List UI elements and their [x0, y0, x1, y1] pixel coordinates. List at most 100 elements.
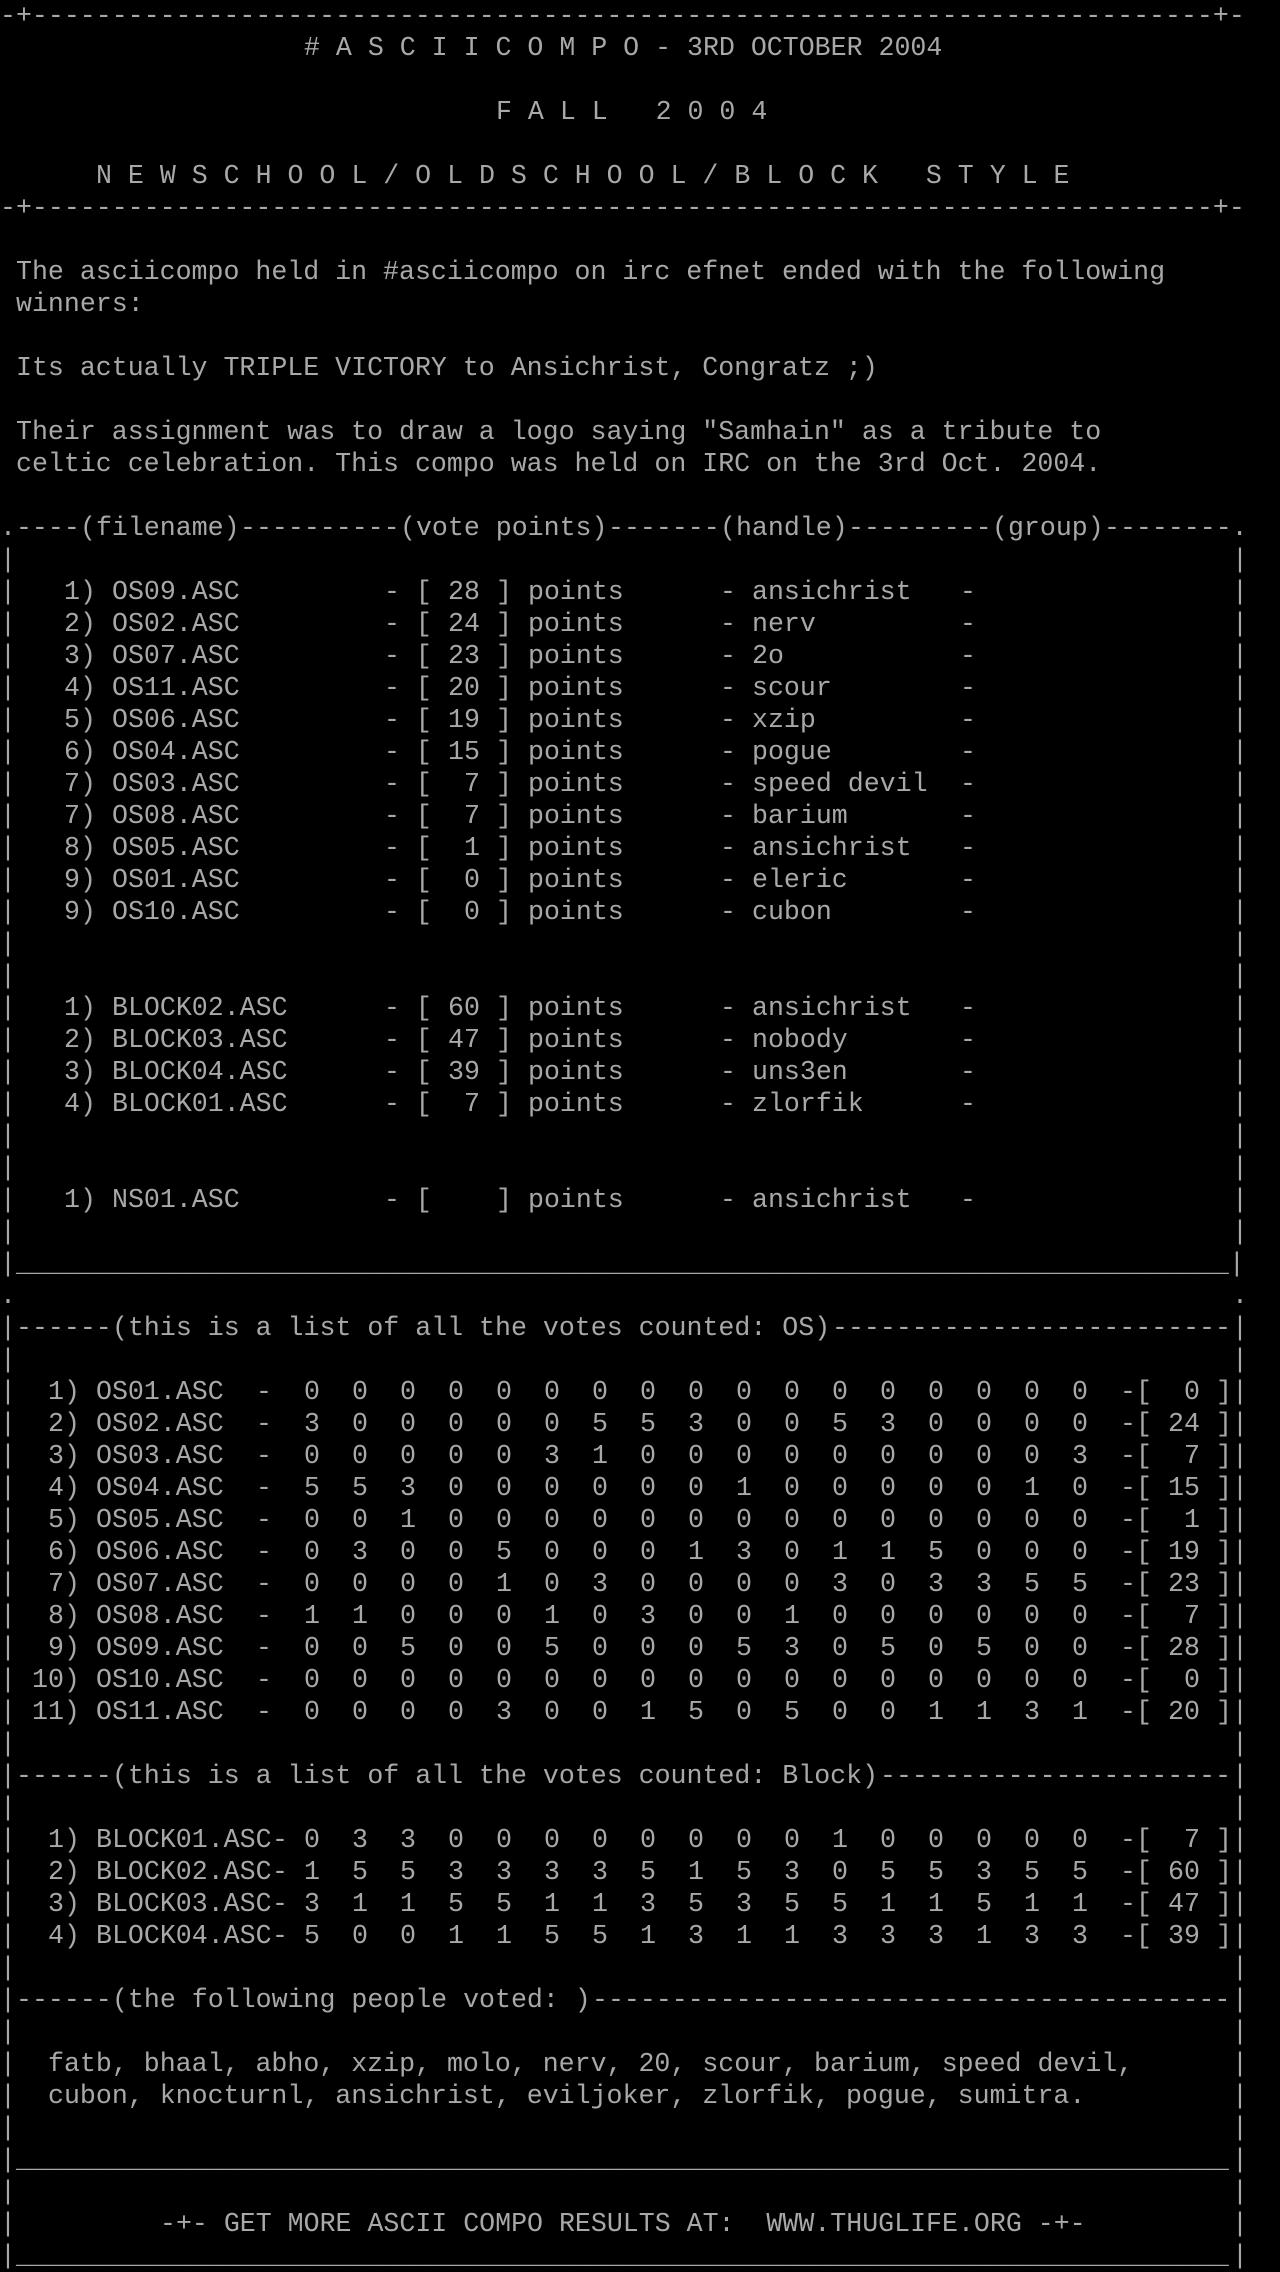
- ascii-border: |: [1232, 1345, 1248, 1375]
- result-group-separator: -: [960, 609, 976, 639]
- ascii-border: -: [720, 641, 736, 671]
- points-label: points: [528, 1025, 624, 1055]
- ascii-border: ]: [496, 1025, 512, 1055]
- ascii-border: - [: [384, 897, 432, 927]
- vote-value: 0: [832, 1505, 848, 1535]
- ascii-border: -: [720, 673, 736, 703]
- vote-value: 5: [640, 1857, 656, 1887]
- text-line: | |: [0, 1216, 1280, 1248]
- vote-total: 19: [1168, 1537, 1200, 1567]
- result-rank: 9): [64, 865, 96, 895]
- text-line: | |: [0, 2176, 1280, 2208]
- text-line: | |: [0, 1952, 1280, 1984]
- vote-value: 0: [976, 1377, 992, 1407]
- ascii-border: --------.: [1104, 513, 1248, 543]
- ascii-border: |: [1232, 673, 1248, 703]
- text-line: |_______________________________________…: [0, 1248, 1280, 1280]
- ascii-border: |: [1232, 1121, 1248, 1151]
- vote-value: 0: [448, 1697, 464, 1727]
- ascii-border: -: [720, 801, 736, 831]
- vote-value: 0: [976, 1441, 992, 1471]
- text-line: # A S C I I C O M P O - 3RD OCTOBER 2004: [0, 32, 1280, 64]
- vote-value: 0: [448, 1569, 464, 1599]
- vote-value: 0: [832, 1665, 848, 1695]
- ascii-border: |: [1232, 737, 1248, 767]
- vote-value: 0: [304, 1697, 320, 1727]
- result-handle: speed devil: [752, 769, 928, 799]
- vote-value: 3: [592, 1857, 608, 1887]
- text-line: | | ------ (this is a list of all the votes…: [0, 1760, 1280, 1792]
- result-group-separator: -: [960, 1089, 976, 1119]
- result-handle: ansichrist: [752, 577, 912, 607]
- vote-value: 1: [736, 1921, 752, 1951]
- vote-value: 1: [928, 1889, 944, 1919]
- result-points: 28: [448, 577, 480, 607]
- ascii-border: -[: [1120, 1569, 1152, 1599]
- vote-value: 0: [976, 1473, 992, 1503]
- ascii-border: -: [256, 1537, 272, 1567]
- vote-value: 0: [832, 1601, 848, 1631]
- text-line: The asciicompo held in #asciicompo on ir…: [0, 256, 1280, 288]
- vote-value: 0: [928, 1505, 944, 1535]
- text-line: .---- (filename) ---------- (vote points) --…: [0, 512, 1280, 544]
- ascii-border: |: [0, 1953, 16, 1983]
- text-line: | |: [0, 2112, 1280, 2144]
- ascii-border: -: [720, 577, 736, 607]
- vote-value: 3: [544, 1857, 560, 1887]
- text-line: -+--------------------------------------…: [0, 0, 1280, 32]
- vote-value: 1: [592, 1889, 608, 1919]
- vote-value: 0: [1024, 1633, 1040, 1663]
- text-line: -+--------------------------------------…: [0, 192, 1280, 224]
- vote-value: 1: [880, 1889, 896, 1919]
- text-line: | | 1) NS01.ASC - [] points - ansichrist -: [0, 1184, 1280, 1216]
- vote-value: 5: [688, 1697, 704, 1727]
- ascii-border: |: [0, 673, 16, 703]
- table-corner: .----: [0, 513, 80, 543]
- text-line: | | 2) OS02.ASC - 3 0 0 0 0 0 5 5 3 0 0 5 3 0 0 0 0 -[24]: [0, 1408, 1280, 1440]
- season-subtitle: F A L L 2 0 0 4: [496, 97, 768, 127]
- text-line: | | 2) OS02.ASC - [24] points - nerv -: [0, 608, 1280, 640]
- vote-value: 5: [304, 1473, 320, 1503]
- result-group-separator: -: [960, 769, 976, 799]
- result-handle: barium: [752, 801, 848, 831]
- vote-total: 20: [1168, 1697, 1200, 1727]
- ascii-border: -: [272, 1825, 288, 1855]
- vote-rank: 9): [48, 1633, 80, 1663]
- result-handle: ansichrist: [752, 1185, 912, 1215]
- text-line: | | 8) OS05.ASC - [1] points - ansichrist -: [0, 832, 1280, 864]
- ascii-border: ]: [1216, 1601, 1232, 1631]
- vote-value: 0: [880, 1505, 896, 1535]
- ascii-border: |: [0, 833, 16, 863]
- vote-value: 0: [592, 1601, 608, 1631]
- ascii-border: |: [1232, 1057, 1248, 1087]
- vote-value: 3: [352, 1537, 368, 1567]
- vote-value: 0: [304, 1825, 320, 1855]
- vote-value: 0: [928, 1473, 944, 1503]
- text-line: | | 2) BLOCK03.ASC - [47] points - nobody -: [0, 1024, 1280, 1056]
- ascii-border: -[: [1120, 1665, 1152, 1695]
- intro-text: Its actually TRIPLE VICTORY to Ansichris…: [16, 353, 878, 383]
- vote-value: 1: [1024, 1473, 1040, 1503]
- block-votes-heading: (this is a list of all the votes counted…: [112, 1761, 879, 1791]
- ascii-border: - [: [384, 801, 432, 831]
- text-line: | | 5) OS05.ASC - 0 0 1 0 0 0 0 0 0 0 0 0 0 0 0 0 0 -[1]: [0, 1504, 1280, 1536]
- ascii-border: -: [256, 1409, 272, 1439]
- ascii-border: -: [256, 1473, 272, 1503]
- text-line: | | 9) OS09.ASC - 0 0 5 0 0 5 0 0 0 5 3 0 5 0 5 0 0 -[28]: [0, 1632, 1280, 1664]
- vote-value: 0: [688, 1825, 704, 1855]
- vote-value: 0: [784, 1473, 800, 1503]
- vote-value: 0: [1024, 1601, 1040, 1631]
- ascii-border: |: [1232, 833, 1248, 863]
- vote-value: 3: [400, 1825, 416, 1855]
- ascii-border: ]: [496, 1185, 512, 1215]
- ascii-border: ]: [1216, 1505, 1232, 1535]
- vote-rank: 4): [48, 1473, 80, 1503]
- ascii-border: |: [0, 1793, 16, 1823]
- ascii-border: ]: [1216, 1473, 1232, 1503]
- ascii-border: |: [0, 1985, 16, 2015]
- text-line: | |: [0, 960, 1280, 992]
- ascii-border: ]: [1216, 1409, 1232, 1439]
- ascii-border: |: [1232, 1921, 1248, 1951]
- points-label: points: [528, 737, 624, 767]
- ascii-border: |: [0, 2049, 16, 2079]
